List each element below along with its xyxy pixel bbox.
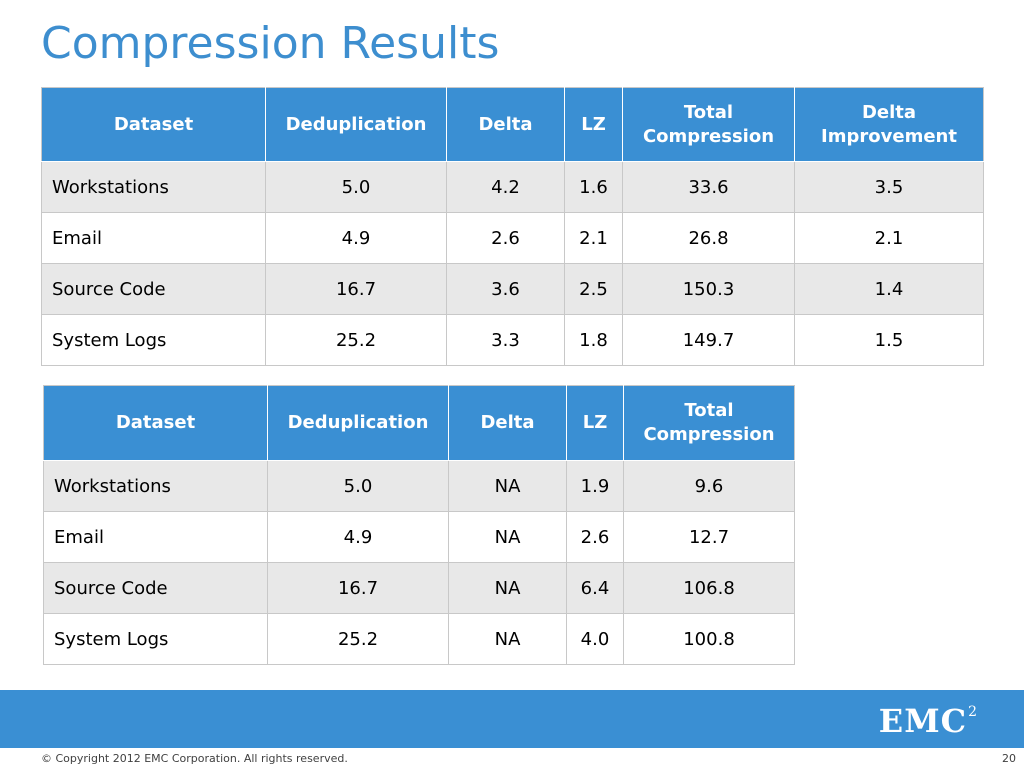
table-row: Workstations 5.0 NA 1.9 9.6 bbox=[43, 460, 795, 512]
table-row: Email 4.9 2.6 2.1 26.8 2.1 bbox=[41, 212, 984, 264]
table-cell: System Logs bbox=[41, 314, 266, 366]
column-header: Dataset bbox=[41, 87, 266, 162]
table-cell: 5.0 bbox=[265, 161, 447, 213]
table-cell: 150.3 bbox=[622, 263, 795, 315]
table-cell: Workstations bbox=[43, 460, 268, 512]
table-row: Source Code 16.7 NA 6.4 106.8 bbox=[43, 562, 795, 614]
table-cell: 2.1 bbox=[794, 212, 984, 264]
page-number: 20 bbox=[1002, 752, 1016, 765]
table-cell: Email bbox=[41, 212, 266, 264]
table-row: Source Code 16.7 3.6 2.5 150.3 1.4 bbox=[41, 263, 984, 315]
compression-table-without-delta: Dataset Deduplication Delta LZ Total Com… bbox=[43, 385, 795, 665]
slide-title: Compression Results bbox=[41, 18, 500, 69]
table-cell: 3.6 bbox=[446, 263, 565, 315]
table-cell: 1.8 bbox=[564, 314, 623, 366]
table-cell: 1.5 bbox=[794, 314, 984, 366]
column-header: LZ bbox=[566, 385, 624, 461]
table-cell: 4.0 bbox=[566, 613, 624, 665]
column-header: Delta bbox=[448, 385, 567, 461]
column-header: Total Compression bbox=[623, 385, 795, 461]
table-cell: 12.7 bbox=[623, 511, 795, 563]
table-cell: 25.2 bbox=[267, 613, 449, 665]
column-header: LZ bbox=[564, 87, 623, 162]
table-cell: 149.7 bbox=[622, 314, 795, 366]
table-cell: 100.8 bbox=[623, 613, 795, 665]
table-cell: 2.6 bbox=[566, 511, 624, 563]
table-cell: 1.6 bbox=[564, 161, 623, 213]
column-header: Deduplication bbox=[265, 87, 447, 162]
table-row: System Logs 25.2 3.3 1.8 149.7 1.5 bbox=[41, 314, 984, 366]
table-cell: Workstations bbox=[41, 161, 266, 213]
compression-table-with-delta: Dataset Deduplication Delta LZ Total Com… bbox=[41, 87, 984, 366]
table-cell: 1.9 bbox=[566, 460, 624, 512]
table-row: Email 4.9 NA 2.6 12.7 bbox=[43, 511, 795, 563]
column-header: Total Compression bbox=[622, 87, 795, 162]
table-cell: NA bbox=[448, 562, 567, 614]
column-header: Deduplication bbox=[267, 385, 449, 461]
table-cell: 2.5 bbox=[564, 263, 623, 315]
table-cell: System Logs bbox=[43, 613, 268, 665]
table-cell: 26.8 bbox=[622, 212, 795, 264]
table-row: Workstations 5.0 4.2 1.6 33.6 3.5 bbox=[41, 161, 984, 213]
column-header: Delta Improvement bbox=[794, 87, 984, 162]
table-cell: 6.4 bbox=[566, 562, 624, 614]
table-cell: 4.2 bbox=[446, 161, 565, 213]
footer-bar: EMC2 bbox=[0, 690, 1024, 748]
table-cell: 2.1 bbox=[564, 212, 623, 264]
table-cell: 4.9 bbox=[265, 212, 447, 264]
table-cell: 5.0 bbox=[267, 460, 449, 512]
table-row: System Logs 25.2 NA 4.0 100.8 bbox=[43, 613, 795, 665]
table-cell: Source Code bbox=[41, 263, 266, 315]
table-cell: 9.6 bbox=[623, 460, 795, 512]
table-cell: 4.9 bbox=[267, 511, 449, 563]
table-cell: 106.8 bbox=[623, 562, 795, 614]
table-cell: 16.7 bbox=[265, 263, 447, 315]
table-header-row: Dataset Deduplication Delta LZ Total Com… bbox=[41, 87, 984, 162]
copyright-text: © Copyright 2012 EMC Corporation. All ri… bbox=[41, 752, 348, 765]
column-header: Dataset bbox=[43, 385, 268, 461]
table-cell: 16.7 bbox=[267, 562, 449, 614]
table-cell: 1.4 bbox=[794, 263, 984, 315]
table-cell: NA bbox=[448, 460, 567, 512]
table-cell: 3.3 bbox=[446, 314, 565, 366]
table-cell: 2.6 bbox=[446, 212, 565, 264]
table-cell: 25.2 bbox=[265, 314, 447, 366]
table-cell: 3.5 bbox=[794, 161, 984, 213]
table-cell: 33.6 bbox=[622, 161, 795, 213]
logo-text: EMC bbox=[878, 702, 968, 740]
emc-logo: EMC2 bbox=[879, 702, 978, 740]
table-cell: Email bbox=[43, 511, 268, 563]
logo-superscript: 2 bbox=[968, 704, 978, 720]
table-header-row: Dataset Deduplication Delta LZ Total Com… bbox=[43, 385, 795, 461]
table-cell: NA bbox=[448, 613, 567, 665]
table-cell: Source Code bbox=[43, 562, 268, 614]
column-header: Delta bbox=[446, 87, 565, 162]
table-cell: NA bbox=[448, 511, 567, 563]
